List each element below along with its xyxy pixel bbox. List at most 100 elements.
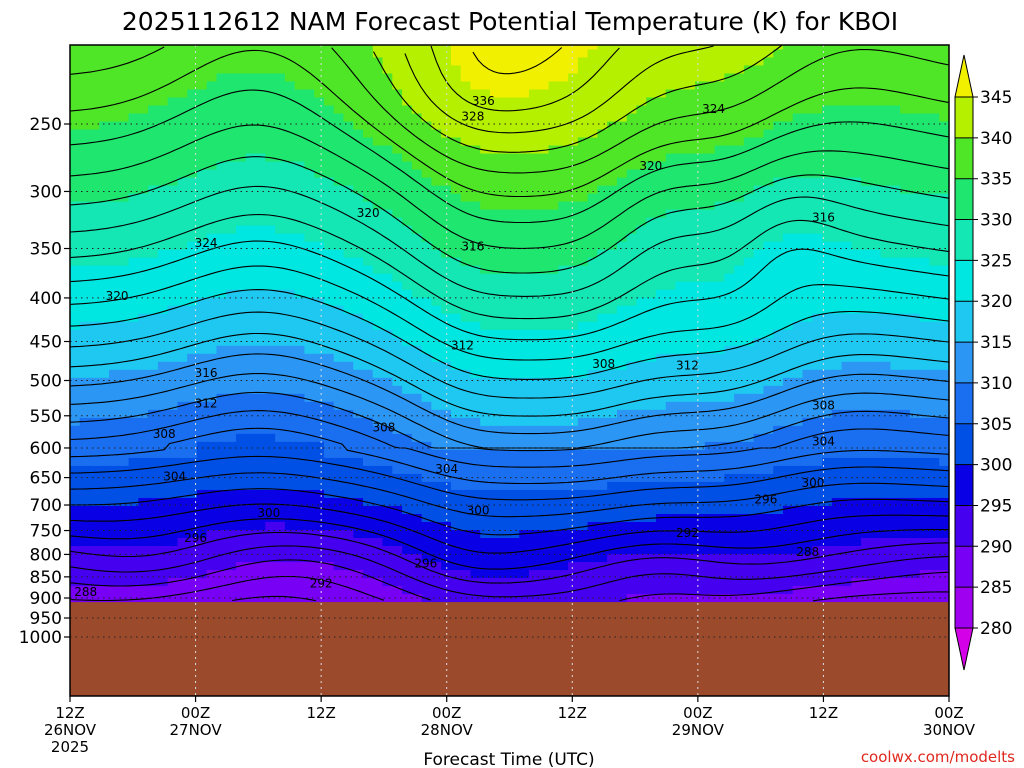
color-cell	[656, 337, 667, 347]
color-cell	[812, 241, 823, 251]
color-cell	[587, 345, 598, 355]
color-cell	[216, 305, 227, 315]
color-cell	[353, 177, 364, 187]
color-cell	[734, 465, 745, 475]
color-cell	[714, 417, 725, 427]
color-cell	[577, 433, 589, 443]
color-cell	[128, 89, 139, 99]
color-cell	[675, 145, 686, 155]
color-cell	[480, 241, 491, 251]
color-cell	[724, 193, 735, 203]
color-cell	[773, 393, 784, 403]
color-cell	[265, 73, 276, 83]
color-cell	[616, 153, 628, 163]
color-cell	[421, 45, 432, 51]
color-cell	[70, 313, 81, 323]
color-cell	[597, 377, 608, 387]
color-cell	[822, 281, 833, 291]
color-cell	[646, 113, 657, 123]
color-cell	[675, 361, 686, 371]
color-cell	[118, 281, 130, 291]
color-cell	[275, 65, 286, 75]
color-cell	[109, 113, 120, 123]
color-cell	[245, 249, 257, 259]
color-cell	[568, 385, 579, 395]
color-cell	[460, 449, 472, 459]
color-cell	[616, 289, 628, 299]
color-cell	[314, 345, 325, 355]
color-cell	[499, 273, 511, 283]
color-cell	[675, 177, 686, 187]
color-cell	[753, 425, 765, 435]
color-cell	[519, 297, 530, 307]
color-cell	[909, 321, 921, 331]
color-cell	[675, 465, 686, 475]
color-cell	[421, 121, 432, 131]
color-cell	[343, 65, 354, 75]
color-cell	[177, 273, 188, 283]
color-cell	[724, 473, 735, 483]
color-cell	[372, 185, 384, 195]
color-cell	[148, 81, 159, 91]
color-cell	[79, 73, 91, 83]
color-cell	[909, 393, 921, 403]
color-cell	[626, 233, 638, 243]
color-cell	[577, 89, 589, 99]
color-cell	[636, 321, 647, 331]
color-cell	[79, 233, 91, 243]
color-cell	[704, 433, 716, 443]
color-cell	[196, 321, 208, 331]
color-cell	[265, 129, 276, 139]
color-cell	[392, 45, 403, 51]
color-cell	[226, 249, 237, 259]
color-cell	[724, 321, 735, 331]
color-cell	[206, 201, 218, 211]
color-cell	[372, 449, 384, 459]
color-cell	[392, 121, 403, 131]
color-cell	[363, 417, 374, 427]
color-cell	[558, 281, 569, 291]
color-cell	[773, 433, 784, 443]
color-cell	[304, 305, 315, 315]
color-cell	[773, 105, 784, 115]
color-cell	[226, 481, 237, 491]
color-cell	[431, 289, 442, 299]
color-cell	[196, 65, 208, 75]
color-cell	[587, 65, 598, 75]
color-cell	[382, 249, 393, 259]
color-cell	[333, 345, 345, 355]
color-cell	[89, 377, 100, 387]
color-cell	[70, 89, 81, 99]
color-cell	[763, 361, 774, 371]
color-cell	[89, 161, 100, 171]
color-cell	[782, 81, 794, 91]
color-cell	[499, 193, 511, 203]
color-cell	[734, 473, 745, 483]
color-cell	[314, 409, 325, 419]
color-cell	[763, 449, 774, 459]
color-cell	[206, 225, 218, 235]
color-cell	[587, 217, 598, 227]
color-cell	[499, 305, 511, 315]
color-cell	[636, 409, 647, 419]
color-cell	[890, 65, 901, 75]
color-cell	[441, 337, 452, 347]
color-cell	[841, 57, 852, 67]
color-cell	[460, 89, 472, 99]
color-cell	[216, 201, 227, 211]
color-cell	[851, 105, 862, 115]
color-cell	[431, 201, 442, 211]
color-cell	[167, 49, 179, 59]
color-cell	[148, 465, 159, 475]
color-cell	[841, 417, 852, 427]
color-cell	[763, 465, 774, 475]
color-cell	[900, 425, 911, 435]
color-cell	[226, 257, 237, 267]
color-cell	[519, 265, 530, 275]
color-cell	[138, 385, 149, 395]
color-cell	[265, 289, 276, 299]
color-cell	[363, 313, 374, 323]
color-cell	[773, 65, 784, 75]
color-cell	[206, 153, 218, 163]
color-cell	[675, 369, 686, 379]
